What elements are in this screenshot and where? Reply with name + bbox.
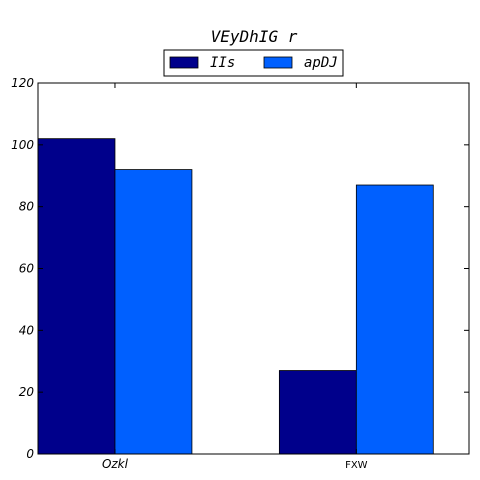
legend-swatch-apDJ	[263, 56, 293, 69]
bar-apDJ-FXW	[355, 184, 434, 455]
bar-IIs-FXW	[278, 370, 357, 455]
x-tick-label: Ozkl	[102, 457, 129, 471]
bar-IIs-Ozkl	[37, 138, 116, 455]
y-axis: 0 20 40 60 80 100 120	[11, 76, 469, 461]
y-tick-label: 80	[19, 200, 35, 214]
x-tick-label: FXW	[345, 460, 368, 471]
x-axis: Ozkl FXW	[102, 83, 368, 471]
legend: IIs apDJ	[163, 49, 344, 77]
legend-label-apDJ: apDJ	[304, 55, 338, 71]
y-tick-label: 0	[26, 447, 34, 461]
plot-area	[37, 82, 470, 455]
bar-apDJ-Ozkl	[114, 169, 193, 455]
y-tick-label: 60	[19, 262, 35, 276]
y-tick-label: 120	[11, 76, 34, 90]
legend-swatch-IIs	[169, 56, 199, 69]
y-tick-label: 20	[19, 385, 35, 399]
y-tick-label: 100	[11, 138, 34, 152]
y-tick-label: 40	[19, 323, 35, 337]
legend-label-IIs: IIs	[210, 55, 235, 71]
chart-title: VEyDhIG r	[211, 27, 298, 46]
